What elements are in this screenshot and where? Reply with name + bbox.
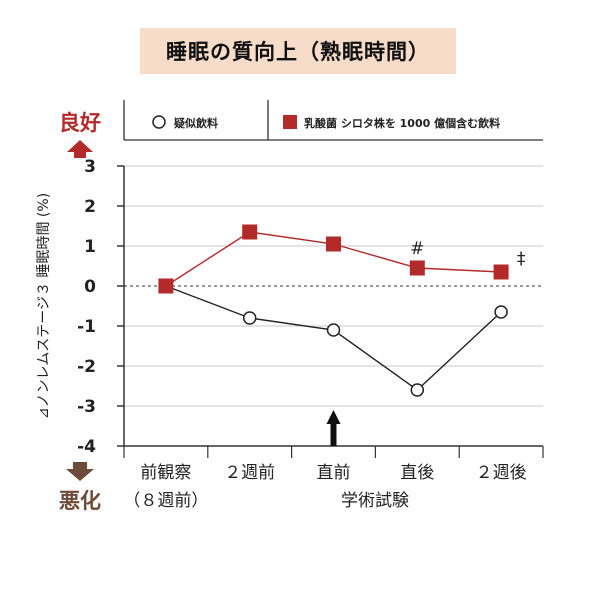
significance-mark: # [410, 239, 424, 259]
data-point-placebo [242, 311, 257, 325]
data-point-active [493, 264, 509, 280]
x-tick-label: 前観察 [140, 463, 191, 483]
x-tick-label: 直前 [317, 463, 351, 483]
legend-label-placebo: 疑似飲料 [174, 116, 218, 130]
y-tick-label: 3 [84, 157, 96, 177]
y-tick-label: 1 [84, 237, 96, 257]
x-tick-sublabel: （８週前） [123, 491, 208, 511]
data-point-placebo [326, 323, 341, 337]
chart-title: 睡眠の質向上（熟眠時間） [140, 28, 456, 74]
y-tick-label: -3 [77, 397, 96, 417]
series-layer: # ‡ [158, 224, 526, 397]
good-label: 良好 [59, 111, 101, 135]
bad-arrow-icon [66, 462, 94, 481]
y-tick-label: 2 [84, 197, 96, 217]
bad-label: 悪化 [59, 489, 101, 513]
data-point-placebo [494, 305, 508, 319]
legend: 疑似飲料 乳酸菌 シロタ株を 1000 億個含む飲料 [123, 100, 543, 141]
x-tick-label: ２週前 [224, 463, 275, 483]
data-point-active [242, 224, 258, 240]
legend-label-active: 乳酸菌 シロタ株を 1000 億個含む飲料 [304, 116, 500, 130]
x-axis-label: 学術試験 [341, 491, 409, 511]
data-point-active [409, 260, 425, 276]
significance-mark: ‡ [517, 249, 526, 269]
series-line [165, 285, 502, 391]
exam-arrow-icon [326, 410, 341, 446]
x-tick-label: 直後 [400, 463, 434, 483]
y-axis-label: ⊿ノンレムステージ３ 睡眠時間 (%) [36, 193, 52, 419]
data-point-active [158, 278, 174, 294]
data-point-active [326, 236, 341, 252]
legend-marker-active [283, 115, 297, 129]
y-tick-label: 0 [84, 277, 96, 297]
good-arrow-icon [67, 140, 93, 158]
data-point-placebo [410, 383, 425, 397]
legend-marker-placebo [152, 115, 166, 129]
x-tick-label: ２週後 [476, 463, 527, 483]
y-tick-label: -1 [77, 317, 96, 337]
y-tick-label: -4 [77, 437, 96, 457]
grid-layer [124, 165, 543, 407]
y-tick-label: -2 [77, 357, 96, 377]
